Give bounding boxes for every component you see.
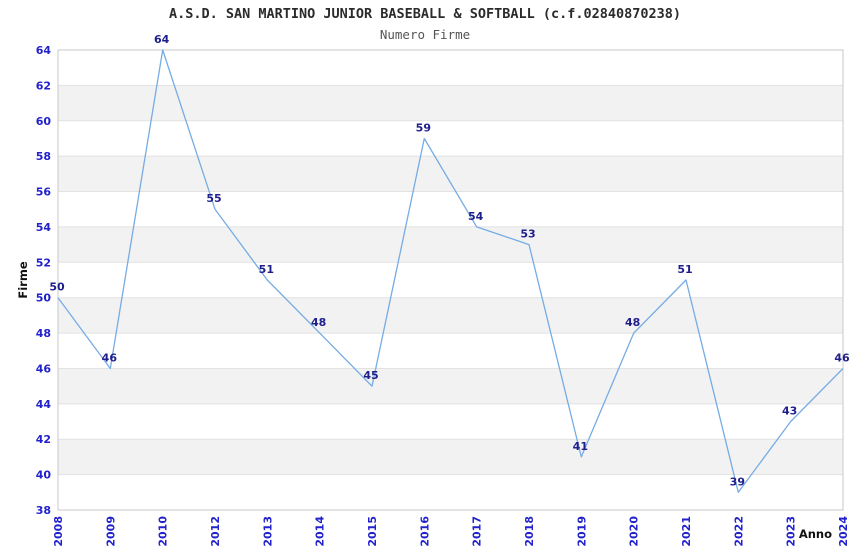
x-tick-label: 2024 (837, 516, 850, 547)
data-point-label: 54 (468, 210, 484, 223)
y-tick-label: 42 (36, 433, 51, 446)
y-tick-label: 38 (36, 504, 51, 517)
x-tick-label: 2016 (418, 516, 431, 547)
x-tick-label: 2009 (104, 516, 117, 547)
data-point-label: 48 (311, 316, 326, 329)
x-tick-label: 2021 (680, 516, 693, 547)
data-point-label: 53 (520, 228, 535, 241)
y-tick-label: 52 (36, 256, 51, 269)
x-tick-label: 2018 (523, 516, 536, 547)
data-point-label: 48 (625, 316, 640, 329)
data-point-label: 46 (102, 351, 118, 364)
plot-band (58, 85, 843, 121)
x-tick-label: 2012 (209, 516, 222, 547)
y-tick-label: 60 (36, 115, 52, 128)
plot-band (58, 368, 843, 404)
data-point-label: 51 (259, 263, 274, 276)
y-tick-label: 56 (36, 186, 52, 199)
x-tick-label: 2022 (732, 516, 745, 547)
y-tick-label: 46 (36, 362, 52, 375)
x-tick-label: 2023 (785, 516, 798, 547)
y-tick-label: 62 (36, 79, 51, 92)
data-point-label: 51 (677, 263, 692, 276)
data-point-label: 64 (154, 33, 170, 46)
x-tick-label: 2020 (628, 516, 641, 547)
data-point-label: 41 (573, 440, 588, 453)
plot-band (58, 226, 843, 263)
y-tick-label: 58 (36, 150, 51, 163)
x-tick-label: 2008 (52, 516, 65, 547)
plot-border (57, 49, 844, 511)
y-tick-label: 48 (36, 327, 51, 340)
x-tick-label: 2019 (575, 516, 588, 547)
data-point-label: 55 (206, 192, 221, 205)
data-point-label: 43 (782, 405, 797, 418)
y-tick-label: 54 (36, 221, 52, 234)
chart-subtitle: Numero Firme (379, 27, 471, 42)
y-tick-label: 40 (36, 469, 52, 482)
chart-title: A.S.D. SAN MARTINO JUNIOR BASEBALL & SOF… (168, 6, 682, 22)
x-axis-title: Anno (799, 527, 832, 541)
y-tick-label: 64 (36, 44, 52, 57)
x-tick-label: 2017 (471, 516, 484, 547)
data-point-label: 46 (834, 351, 850, 364)
plot-band (58, 439, 843, 475)
y-tick-label: 50 (36, 292, 52, 305)
y-tick-label: 44 (36, 398, 52, 411)
x-tick-label: 2013 (261, 516, 274, 547)
data-point-label: 50 (49, 281, 65, 294)
y-axis-title: Firme (16, 261, 30, 298)
data-point-label: 39 (730, 475, 745, 488)
plot-band (58, 297, 843, 334)
plot-band (58, 156, 843, 192)
x-tick-label: 2010 (157, 516, 170, 547)
series-line (57, 49, 844, 493)
x-tick-label: 2015 (366, 516, 379, 547)
data-point-label: 59 (416, 121, 431, 134)
data-point-label: 45 (363, 369, 378, 382)
x-tick-label: 2014 (314, 516, 327, 547)
